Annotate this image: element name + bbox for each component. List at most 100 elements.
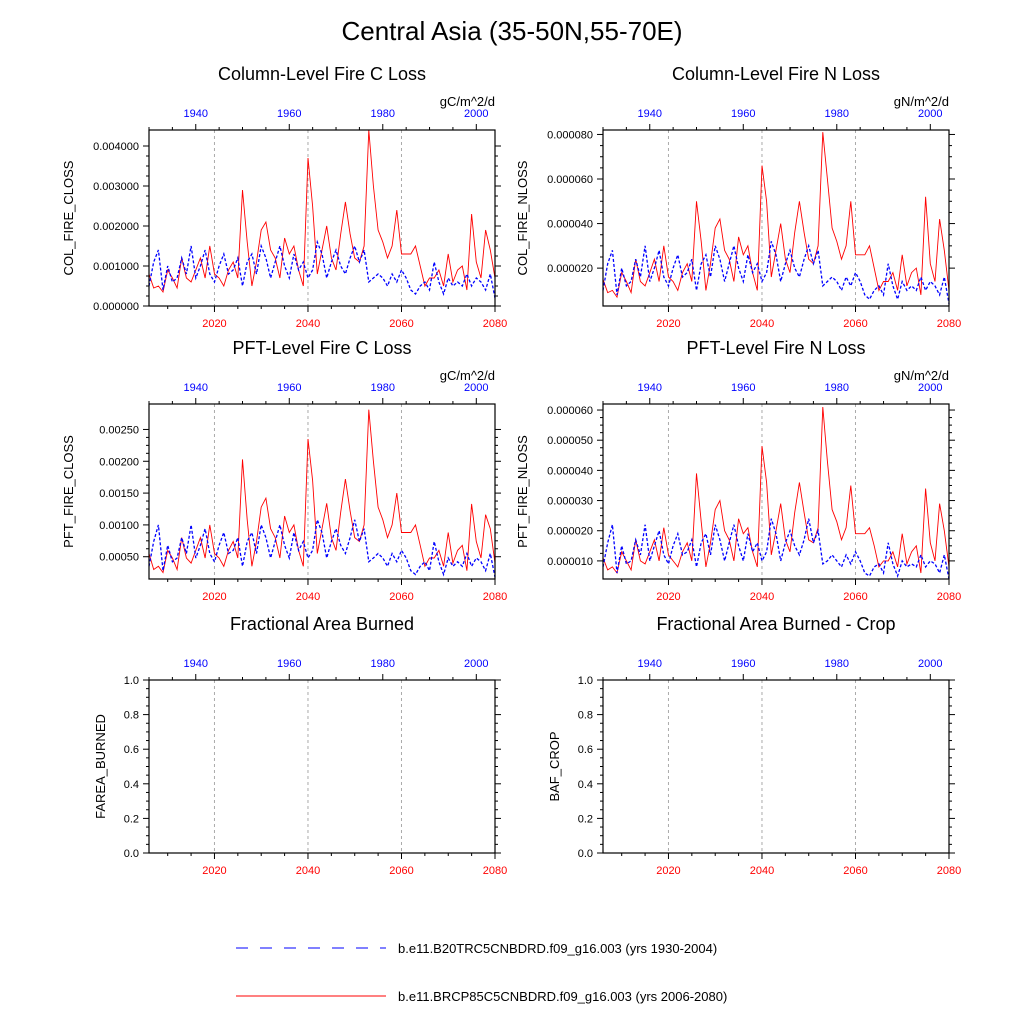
y-tick-label: 0.00150 [99, 488, 139, 500]
x-top-tick-label: 2000 [918, 382, 942, 394]
x-bottom-tick-label: 2040 [296, 865, 320, 877]
plot-frame [602, 403, 950, 580]
y-tick-label: 0.000040 [547, 465, 593, 477]
y-tick-label: 0.002000 [93, 221, 139, 233]
x-bottom-tick-label: 2080 [483, 318, 507, 330]
x-top-tick-label: 1960 [277, 108, 301, 120]
x-bottom-tick-label: 2060 [389, 318, 413, 330]
x-bottom-tick-label: 2060 [843, 865, 867, 877]
y-tick-label: 0.4 [578, 779, 593, 791]
y-tick-label: 0.000000 [93, 301, 139, 313]
y-axis-label: FAREA_BURNED [93, 714, 108, 819]
y-axis-label: PFT_FIRE_NLOSS [515, 435, 530, 548]
y-axis-label: PFT_FIRE_CLOSS [61, 435, 76, 548]
x-top-tick-label: 1960 [277, 382, 301, 394]
y-tick-label: 0.0 [578, 848, 593, 860]
historical-series-line [602, 518, 950, 580]
x-top-tick-label: 1940 [638, 108, 662, 120]
y-tick-label: 0.000020 [547, 263, 593, 275]
x-top-tick-label: 2000 [464, 108, 488, 120]
future-series-line [148, 129, 496, 294]
y-tick-label: 0.000060 [547, 405, 593, 417]
units-label: gN/m^2/d [894, 368, 949, 383]
panel-title: Fractional Area Burned [230, 614, 414, 634]
y-tick-label: 1.0 [578, 675, 593, 687]
y-tick-label: 0.000050 [547, 435, 593, 447]
y-tick-label: 0.001000 [93, 261, 139, 273]
x-bottom-tick-label: 2080 [483, 591, 507, 603]
units-label: gC/m^2/d [440, 368, 495, 383]
x-top-tick-label: 2000 [464, 658, 488, 670]
future-series-line [148, 409, 496, 574]
plot-frame [148, 679, 496, 854]
panel-col-fire-nloss: Column-Level Fire N Loss gN/m^2/d COL_FIRE… [515, 64, 961, 330]
x-top-tick-label: 2000 [918, 658, 942, 670]
y-tick-label: 0.00100 [99, 520, 139, 532]
x-bottom-tick-label: 2020 [656, 865, 680, 877]
x-bottom-tick-label: 2040 [296, 591, 320, 603]
x-bottom-tick-label: 2060 [843, 318, 867, 330]
x-top-tick-label: 1980 [371, 108, 395, 120]
y-tick-label: 0.004000 [93, 141, 139, 153]
y-tick-label: 0.000060 [547, 174, 593, 186]
x-top-tick-label: 1960 [731, 108, 755, 120]
historical-series-line [148, 239, 496, 299]
y-tick-label: 0.2 [124, 813, 139, 825]
x-bottom-tick-label: 2080 [937, 318, 961, 330]
x-top-tick-label: 1940 [184, 658, 208, 670]
y-tick-label: 1.0 [124, 675, 139, 687]
x-top-tick-label: 1960 [731, 382, 755, 394]
y-tick-label: 0.6 [578, 744, 593, 756]
y-tick-label: 0.000030 [547, 496, 593, 508]
legend-label-historical: b.e11.B20TRC5CNBDRD.f09_g16.003 (yrs 193… [398, 941, 717, 956]
y-axis-label: BAF_CROP [547, 731, 562, 801]
y-tick-label: 0.8 [578, 710, 593, 722]
plot-frame [602, 129, 950, 307]
y-tick-label: 0.2 [578, 813, 593, 825]
x-top-tick-label: 1940 [184, 108, 208, 120]
panel-title: PFT-Level Fire N Loss [686, 338, 865, 358]
x-bottom-tick-label: 2080 [483, 865, 507, 877]
legend: b.e11.B20TRC5CNBDRD.f09_g16.003 (yrs 193… [236, 941, 727, 1004]
y-axis-label: COL_FIRE_CLOSS [61, 160, 76, 275]
x-top-tick-label: 1940 [184, 382, 208, 394]
units-label: gN/m^2/d [894, 94, 949, 109]
y-tick-label: 0.000020 [547, 526, 593, 538]
x-top-tick-label: 1980 [825, 658, 849, 670]
plot-frame [148, 403, 496, 580]
plot-frame [602, 679, 950, 854]
x-bottom-tick-label: 2020 [202, 591, 226, 603]
x-top-tick-label: 1960 [731, 658, 755, 670]
x-bottom-tick-label: 2020 [202, 318, 226, 330]
x-bottom-tick-label: 2080 [937, 591, 961, 603]
y-tick-label: 0.00250 [99, 424, 139, 436]
y-tick-label: 0.000040 [547, 219, 593, 231]
x-bottom-tick-label: 2040 [296, 318, 320, 330]
historical-series-line [602, 241, 950, 304]
x-bottom-tick-label: 2020 [656, 318, 680, 330]
x-bottom-tick-label: 2020 [202, 865, 226, 877]
x-bottom-tick-label: 2040 [750, 591, 774, 603]
x-top-tick-label: 1940 [638, 382, 662, 394]
chart-panels: Column-Level Fire C Loss gC/m^2/d COL_FIRE… [61, 64, 961, 877]
y-tick-label: 0.8 [124, 710, 139, 722]
panel-title: PFT-Level Fire C Loss [232, 338, 411, 358]
x-top-tick-label: 1980 [825, 382, 849, 394]
x-bottom-tick-label: 2060 [389, 865, 413, 877]
y-tick-label: 0.4 [124, 779, 139, 791]
panel-pft-fire-closs: PFT-Level Fire C Loss gC/m^2/d PFT_FIRE_CL… [61, 338, 507, 603]
x-bottom-tick-label: 2060 [843, 591, 867, 603]
x-bottom-tick-label: 2040 [750, 318, 774, 330]
figure-title: Central Asia (35-50N,55-70E) [341, 16, 682, 46]
x-top-tick-label: 2000 [918, 108, 942, 120]
historical-series-line [148, 517, 496, 578]
panel-col-fire-closs: Column-Level Fire C Loss gC/m^2/d COL_FIRE… [61, 64, 507, 330]
plot-frame [148, 129, 496, 307]
panel-title: Column-Level Fire C Loss [218, 64, 426, 84]
units-label: gC/m^2/d [440, 94, 495, 109]
y-tick-label: 0.00200 [99, 456, 139, 468]
x-bottom-tick-label: 2060 [389, 591, 413, 603]
panel-title: Column-Level Fire N Loss [672, 64, 880, 84]
y-tick-label: 0.0 [124, 848, 139, 860]
